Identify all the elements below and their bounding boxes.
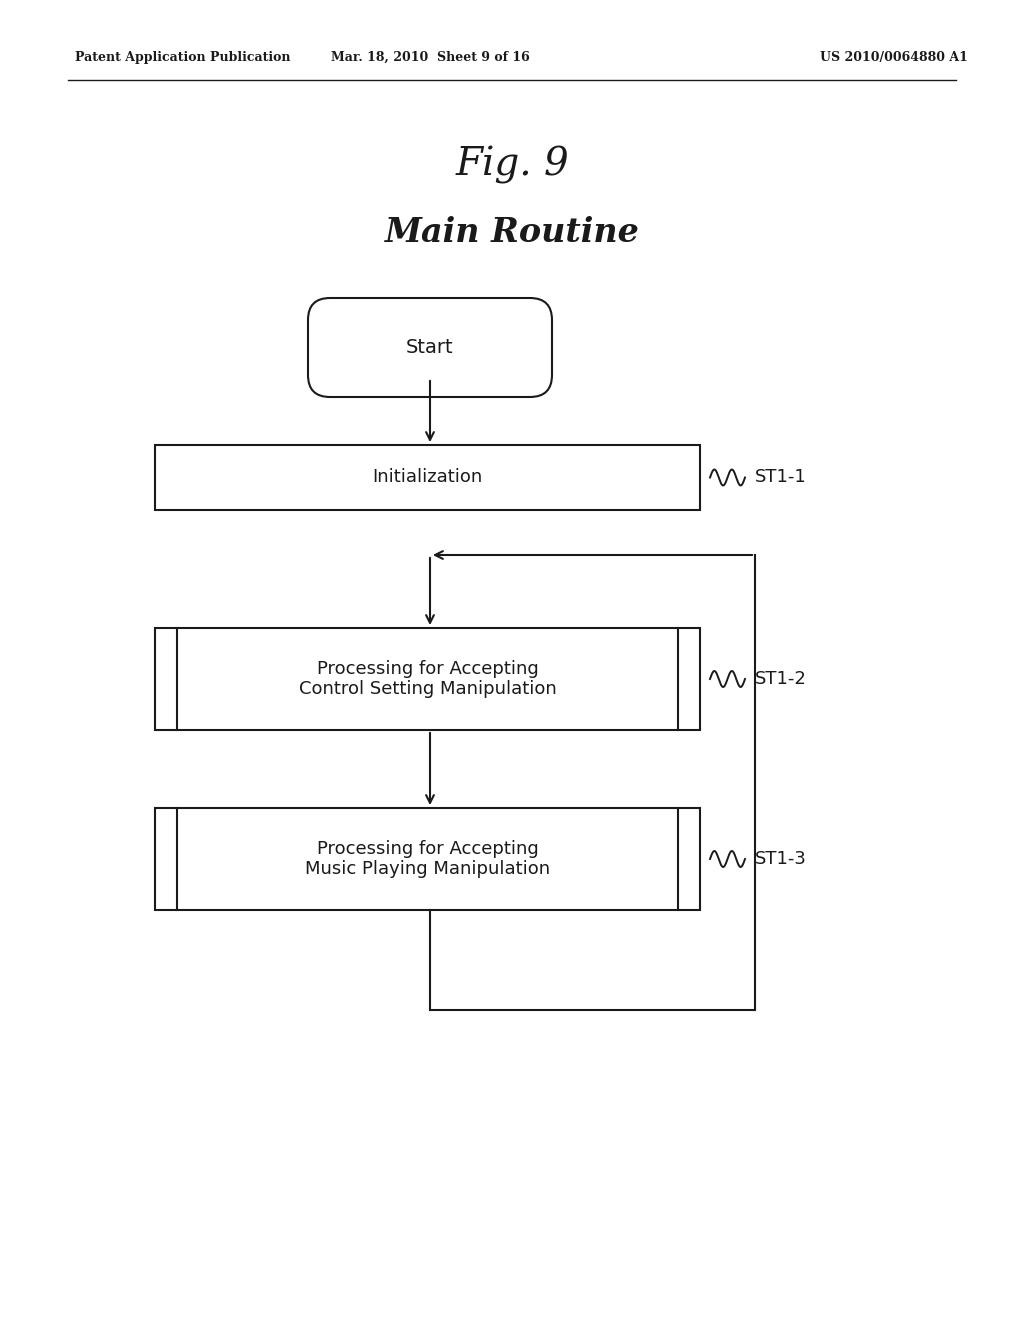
Text: Processing for Accepting
Music Playing Manipulation: Processing for Accepting Music Playing M… bbox=[305, 840, 550, 878]
Bar bbox=[155, 628, 700, 730]
Text: Fig. 9: Fig. 9 bbox=[455, 147, 569, 183]
Text: Processing for Accepting
Control Setting Manipulation: Processing for Accepting Control Setting… bbox=[299, 660, 556, 698]
Bar bbox=[155, 445, 700, 510]
Text: ST1-3: ST1-3 bbox=[755, 850, 807, 869]
Text: Start: Start bbox=[407, 338, 454, 356]
Text: Mar. 18, 2010  Sheet 9 of 16: Mar. 18, 2010 Sheet 9 of 16 bbox=[331, 50, 529, 63]
Text: ST1-1: ST1-1 bbox=[755, 469, 807, 487]
Text: Initialization: Initialization bbox=[373, 469, 482, 487]
Bar bbox=[155, 808, 700, 909]
Text: Main Routine: Main Routine bbox=[385, 215, 639, 248]
FancyBboxPatch shape bbox=[308, 298, 552, 397]
Text: ST1-2: ST1-2 bbox=[755, 671, 807, 688]
Text: US 2010/0064880 A1: US 2010/0064880 A1 bbox=[820, 50, 968, 63]
Text: Patent Application Publication: Patent Application Publication bbox=[75, 50, 291, 63]
